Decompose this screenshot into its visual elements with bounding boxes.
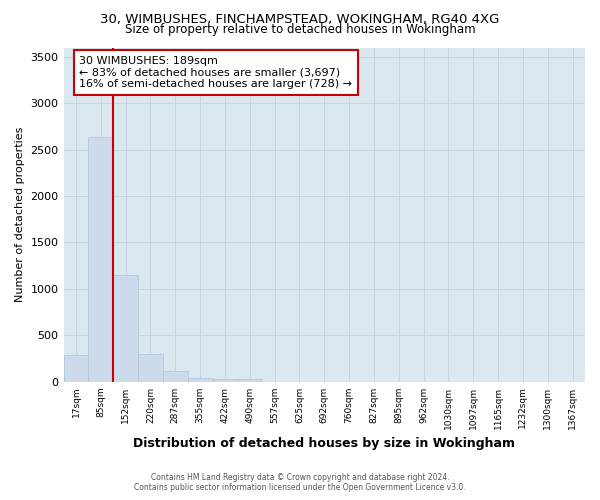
Text: 30 WIMBUSHES: 189sqm
← 83% of detached houses are smaller (3,697)
16% of semi-de: 30 WIMBUSHES: 189sqm ← 83% of detached h… xyxy=(79,56,352,89)
Text: Contains HM Land Registry data © Crown copyright and database right 2024.
Contai: Contains HM Land Registry data © Crown c… xyxy=(134,473,466,492)
Bar xyxy=(138,354,163,382)
Bar xyxy=(64,355,88,382)
Bar xyxy=(163,370,188,382)
Y-axis label: Number of detached properties: Number of detached properties xyxy=(15,127,25,302)
Text: 30, WIMBUSHES, FINCHAMPSTEAD, WOKINGHAM, RG40 4XG: 30, WIMBUSHES, FINCHAMPSTEAD, WOKINGHAM,… xyxy=(100,12,500,26)
Bar xyxy=(88,136,113,382)
Bar xyxy=(238,379,262,382)
Bar xyxy=(113,275,138,382)
Text: Size of property relative to detached houses in Wokingham: Size of property relative to detached ho… xyxy=(125,22,475,36)
X-axis label: Distribution of detached houses by size in Wokingham: Distribution of detached houses by size … xyxy=(133,437,515,450)
Bar xyxy=(188,378,212,382)
Bar xyxy=(212,380,238,382)
